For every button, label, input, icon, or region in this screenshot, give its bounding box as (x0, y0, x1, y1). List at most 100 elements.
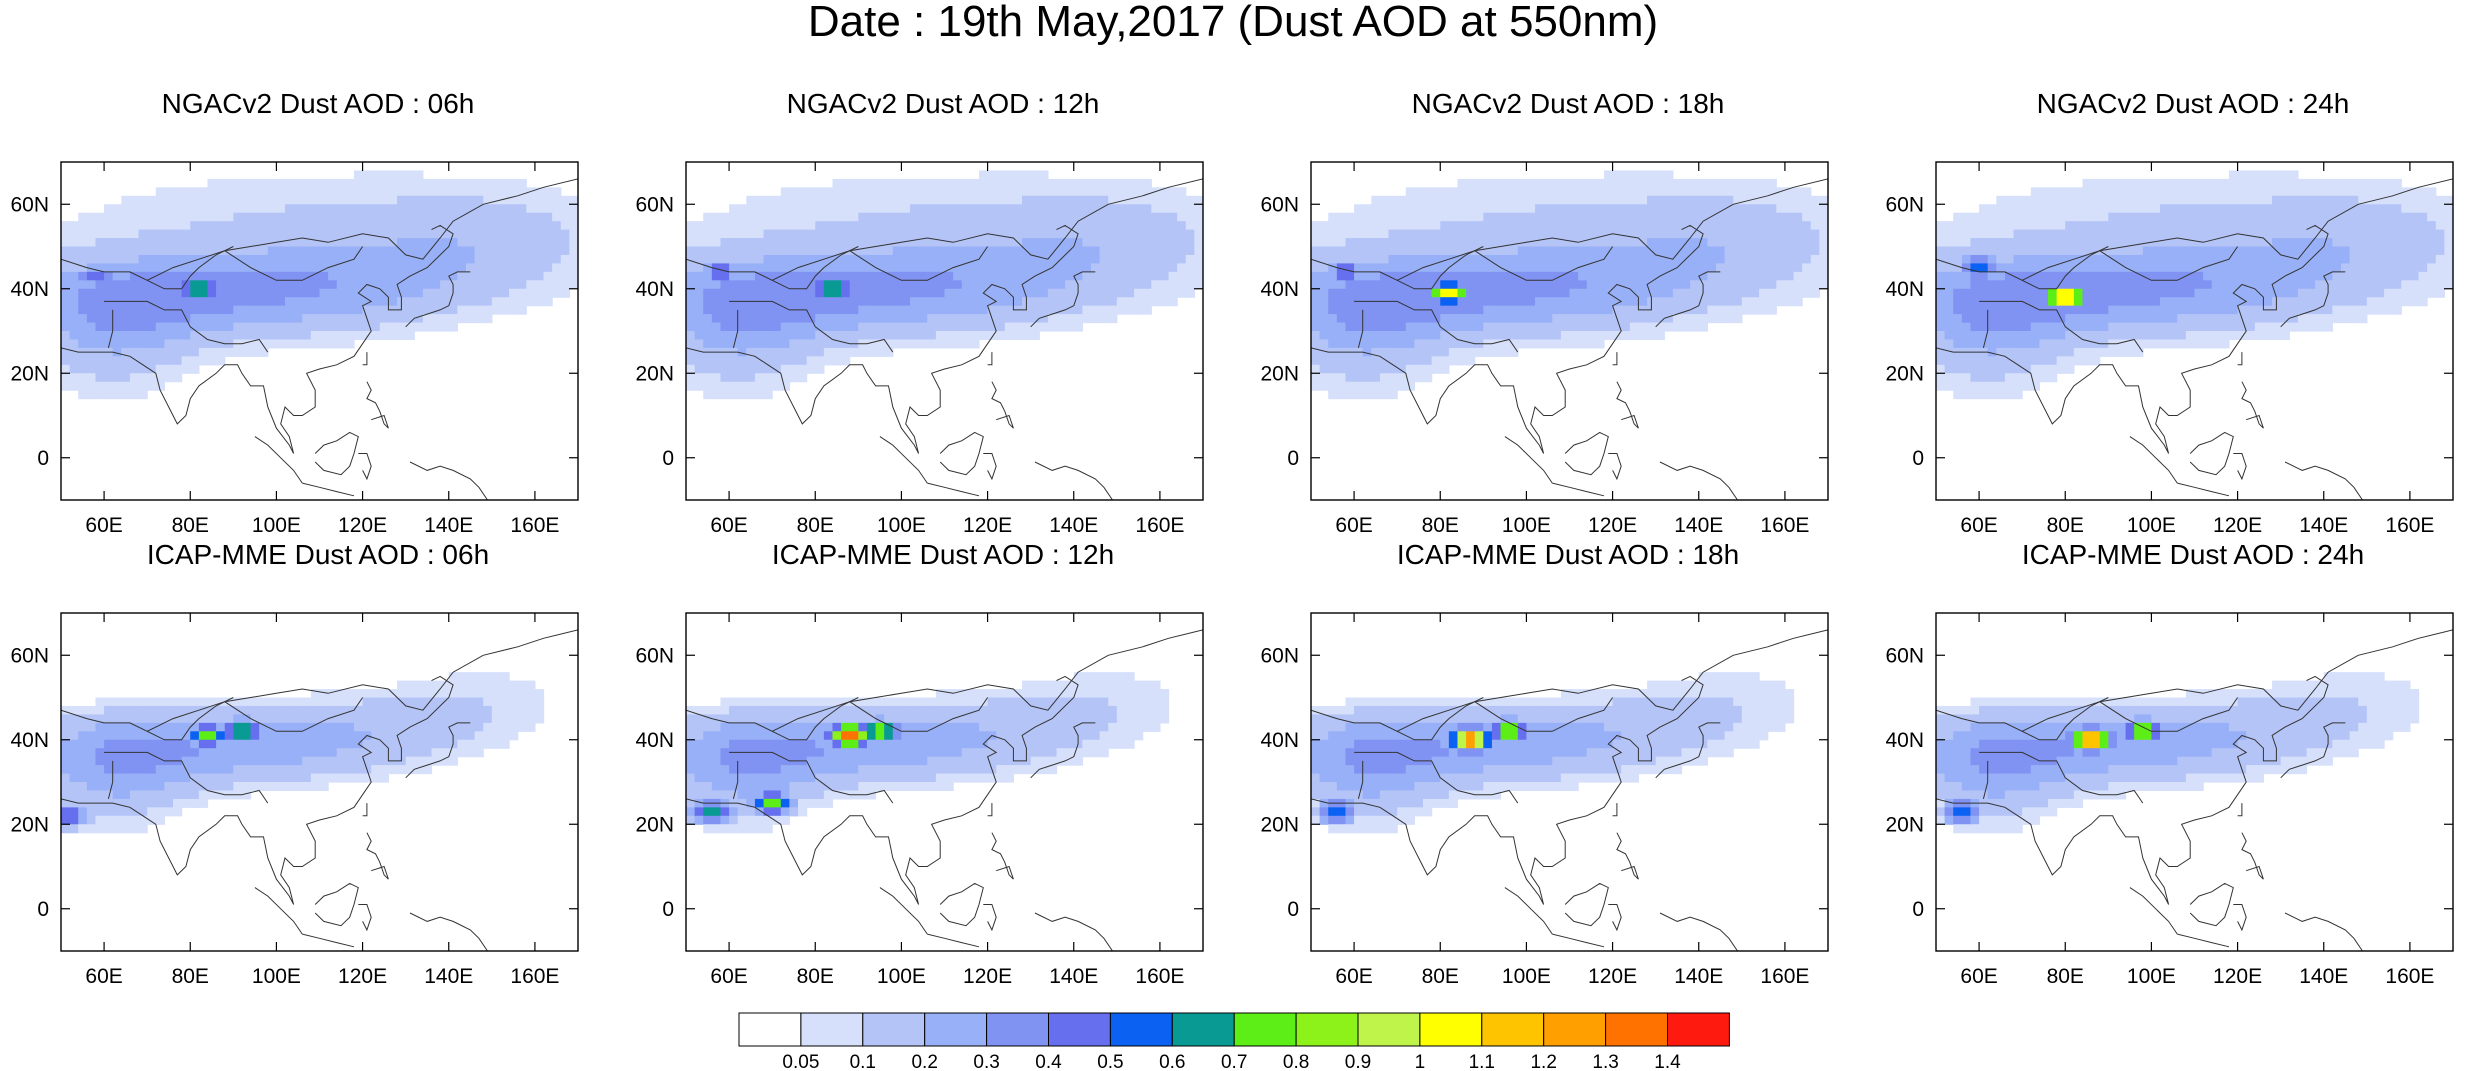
lat-tick-label: 60N (635, 193, 674, 216)
lon-tick-label: 120E (963, 514, 1012, 537)
panel-title: NGACv2 Dust AOD : 18h (1411, 88, 1725, 119)
lat-tick-label: 0 (1287, 898, 1299, 921)
lat-tick-label: 40N (635, 278, 674, 301)
lon-tick-label: 100E (1502, 965, 1551, 988)
aod-field (61, 162, 578, 500)
aod-field (686, 162, 1203, 500)
lat-tick-label: 40N (1885, 729, 1924, 752)
lon-tick-label: 100E (252, 965, 301, 988)
colorbar-label: 0.8 (1283, 1052, 1309, 1071)
aod-map: 60E 80E 100E 120E 140E 160E 60N 40N 20N 0 (1885, 612, 2454, 988)
map-frame (60, 161, 579, 501)
colorbar-label: 1.3 (1592, 1052, 1618, 1071)
lon-tick-label: 60E (85, 965, 122, 988)
panel-title: ICAP-MME Dust AOD : 06h (146, 539, 490, 570)
lat-tick-label: 60N (1885, 193, 1924, 216)
aod-map: 60E 80E 100E 120E 140E 160E 60N 40N 20N 0 (635, 612, 1204, 988)
lon-tick-label: 80E (2047, 965, 2084, 988)
lat-tick-label: 20N (635, 813, 674, 836)
lat-tick-label: 0 (662, 898, 674, 921)
lat-tick-label: 40N (1885, 278, 1924, 301)
lon-tick-label: 80E (1422, 965, 1459, 988)
lat-tick-label: 40N (1260, 729, 1299, 752)
colorbar-swatch (1605, 1012, 1668, 1047)
lon-tick-label: 100E (252, 514, 301, 537)
colorbar-swatch (1048, 1012, 1111, 1047)
aod-map: 60E 80E 100E 120E 140E 160E 60N 40N 20N 0 (10, 612, 579, 988)
lat-tick-label: 0 (1912, 898, 1924, 921)
lon-tick-label: 60E (1335, 965, 1372, 988)
coastlines (61, 629, 578, 951)
aod-field (61, 613, 578, 951)
map-panel: ICAP-MME Dust AOD : 24h 60E 80E 100E 120E 140… (1875, 539, 2466, 988)
lon-tick-label: 60E (1335, 514, 1372, 537)
lat-tick-label: 20N (1260, 362, 1299, 385)
colorbar-swatch (1543, 1012, 1607, 1047)
colorbar-swatch (986, 1012, 1050, 1047)
map-panel: NGACv2 Dust AOD : 18h 60E 80E 100E 120E 140E 1… (1250, 88, 1870, 537)
aod-field (1311, 613, 1828, 951)
lat-tick-label: 0 (662, 447, 674, 470)
panel-title: NGACv2 Dust AOD : 06h (161, 88, 475, 119)
map-frame (1310, 161, 1829, 501)
colorbar-label: 0.2 (911, 1052, 937, 1071)
map-panel: ICAP-MME Dust AOD : 06h 60E 80E 100E 120E 140… (0, 539, 620, 988)
map-frame (1935, 161, 2454, 501)
aod-field (1936, 613, 2453, 951)
aod-field (686, 613, 1203, 951)
coastlines (1311, 178, 1828, 500)
lat-tick-label: 40N (10, 729, 49, 752)
colorbar-swatch (1357, 1012, 1421, 1047)
colorbar-swatch (924, 1012, 988, 1047)
lon-tick-label: 80E (172, 514, 209, 537)
figure-title: Date : 19th May,2017 (Dust AOD at 550nm) (807, 0, 1659, 46)
lon-tick-label: 160E (1760, 514, 1809, 537)
aod-field (1936, 162, 2453, 500)
lon-tick-label: 140E (1049, 965, 1098, 988)
map-panel: ICAP-MME Dust AOD : 18h 60E 80E 100E 120E 140… (1250, 539, 1870, 988)
colorbar-label: 0.4 (1035, 1052, 1062, 1071)
lon-tick-label: 100E (2127, 965, 2176, 988)
colorbar-swatch (1481, 1012, 1545, 1047)
lat-tick-label: 40N (10, 278, 49, 301)
lon-tick-label: 100E (877, 965, 926, 988)
aod-map: 60E 80E 100E 120E 140E 160E 60N 40N 20N 0 (1885, 161, 2454, 537)
lon-tick-label: 160E (2385, 965, 2434, 988)
lon-tick-label: 160E (510, 965, 559, 988)
lat-tick-label: 40N (635, 729, 674, 752)
panel-title: ICAP-MME Dust AOD : 18h (1396, 539, 1740, 570)
lon-tick-label: 60E (710, 965, 747, 988)
lat-tick-label: 20N (635, 362, 674, 385)
map-panel: NGACv2 Dust AOD : 24h 60E 80E 100E 120E 140E 1… (1875, 90, 2466, 537)
lon-tick-label: 140E (1674, 514, 1723, 537)
panel-title: ICAP-MME Dust AOD : 12h (771, 539, 1115, 570)
lon-tick-label: 120E (338, 965, 387, 988)
colorbar-swatch (1109, 1012, 1173, 1047)
aod-map: 60E 80E 100E 120E 140E 160E 60N 40N 20N 0 (635, 161, 1204, 537)
lat-tick-label: 0 (1912, 447, 1924, 470)
colorbar-label: 0.05 (782, 1052, 819, 1071)
colorbar-swatch (862, 1012, 926, 1047)
colorbar-label: 0.9 (1345, 1052, 1371, 1071)
coastlines (1936, 178, 2453, 500)
lon-tick-label: 140E (424, 514, 473, 537)
lon-tick-label: 80E (797, 514, 834, 537)
lon-tick-label: 160E (1760, 965, 1809, 988)
coastlines (1936, 629, 2453, 951)
lon-tick-label: 160E (510, 514, 559, 537)
panel-title: ICAP-MME Dust AOD : 24h (2021, 539, 2365, 570)
lon-tick-label: 100E (1502, 514, 1551, 537)
lat-tick-label: 60N (1260, 644, 1299, 667)
aod-field (1311, 162, 1828, 500)
map-frame (1935, 612, 2454, 952)
colorbar-swatch (1419, 1012, 1483, 1047)
lon-tick-label: 120E (2213, 514, 2262, 537)
lon-tick-label: 140E (2299, 965, 2348, 988)
lat-tick-label: 0 (37, 447, 49, 470)
map-frame (60, 612, 579, 952)
colorbar-swatch (1233, 1012, 1297, 1047)
lon-tick-label: 60E (710, 514, 747, 537)
colorbar-label: 0.7 (1221, 1052, 1247, 1071)
colorbar-label: 1.4 (1654, 1052, 1681, 1071)
coastlines (686, 178, 1203, 500)
